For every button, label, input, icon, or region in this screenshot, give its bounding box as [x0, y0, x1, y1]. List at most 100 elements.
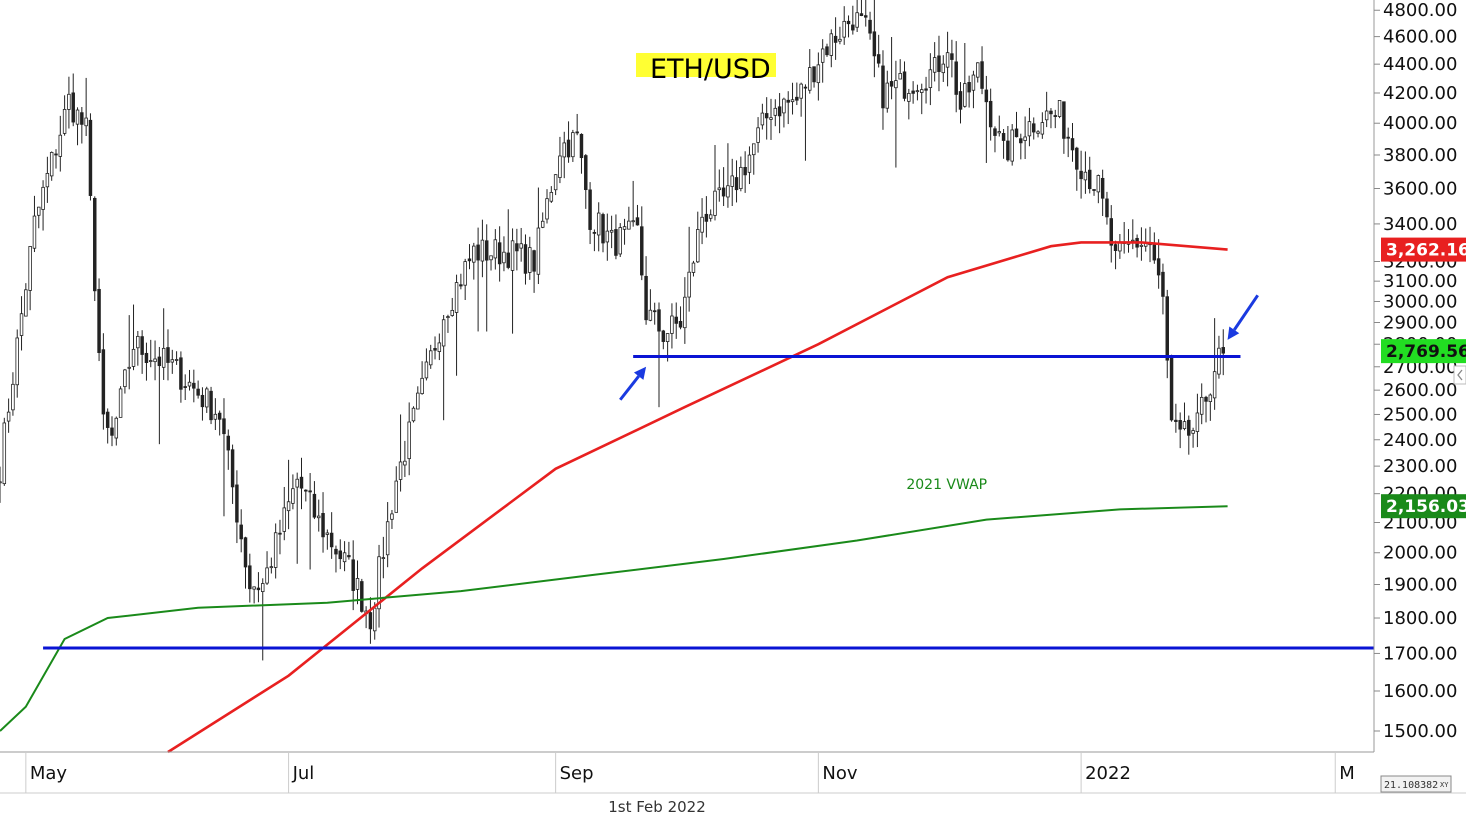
candle-body: [976, 62, 980, 78]
candle-body: [1062, 101, 1066, 139]
arrow-head: [1227, 326, 1240, 340]
crosshair-date-label: 1st Feb 2022: [608, 798, 706, 816]
candle-body: [954, 61, 958, 95]
candle-body: [1083, 171, 1088, 181]
candle-body: [261, 583, 265, 592]
arrow-shaft: [1233, 294, 1259, 331]
candle-body: [674, 316, 678, 324]
candle-body: [1027, 121, 1032, 137]
candle-body: [114, 417, 119, 439]
candle-body: [1195, 412, 1200, 432]
candle-body: [1139, 244, 1144, 247]
candle-body: [907, 93, 911, 102]
candle-body: [752, 143, 756, 156]
candle-body: [614, 229, 618, 256]
candle-body: [1191, 430, 1195, 434]
candle-body: [730, 175, 734, 187]
candle-body: [183, 386, 187, 388]
y-tick-label: 4000.00: [1383, 113, 1457, 134]
candle-body: [1066, 136, 1070, 139]
candle-body: [825, 46, 829, 56]
axis-scroll-handle[interactable]: [1453, 365, 1466, 385]
candle-body: [1212, 371, 1217, 399]
title-highlight: [636, 53, 776, 77]
y-axis[interactable]: 1500.00 1600.00 1700.00 1800.00 1900.00 2000.…: [1374, 0, 1457, 742]
candle-body: [652, 310, 657, 313]
candle-body: [932, 57, 937, 73]
x-axis[interactable]: May Jul Sep Nov 2022 M: [25, 752, 1355, 793]
candle-body: [532, 250, 536, 272]
candle-body: [1178, 420, 1182, 430]
candle-body: [523, 244, 528, 274]
vwap-line: [0, 505, 1228, 732]
candle-body: [657, 309, 661, 332]
last-price-badge-box: [1381, 339, 1466, 364]
candle-body: [127, 366, 131, 369]
candle-body: [187, 381, 192, 387]
candle-body: [355, 578, 360, 590]
scale-readout[interactable]: 21.108382 XY: [1380, 775, 1452, 793]
candle-body: [1006, 140, 1010, 161]
candle-body: [416, 392, 420, 410]
candle-body: [334, 548, 338, 555]
candle-body: [308, 490, 312, 493]
candle-body: [678, 320, 683, 328]
candle-body: [49, 152, 54, 177]
candle-body: [571, 132, 575, 158]
candle-body: [153, 358, 157, 363]
ma-price-badge-box: [1381, 237, 1466, 262]
candle-body: [717, 187, 722, 191]
candle-body: [519, 243, 523, 249]
candle-body: [1161, 271, 1165, 297]
candle-body: [377, 556, 381, 610]
candle-body: [631, 220, 635, 223]
y-tick-label: 2300.00: [1383, 456, 1457, 477]
scale-unit-label: XY: [1440, 781, 1449, 789]
candle-body: [321, 513, 325, 538]
candlestick-series: [0, 0, 1225, 661]
candle-body: [118, 388, 123, 418]
candle-body: [743, 166, 747, 176]
y-tick-label: 2400.00: [1383, 430, 1457, 451]
candle-body: [997, 131, 1002, 134]
candle-body: [1044, 110, 1049, 121]
y-tick-label: 4200.00: [1383, 83, 1457, 104]
candle-body: [295, 478, 299, 488]
candle-body: [734, 177, 739, 191]
candle-body: [0, 481, 2, 484]
candle-body: [75, 109, 80, 125]
candle-body: [898, 73, 902, 80]
candle-body: [885, 82, 890, 109]
candle-body: [196, 388, 200, 396]
y-tick-label: 2000.00: [1383, 543, 1457, 564]
candle-body: [1174, 419, 1178, 422]
candle-body: [704, 213, 709, 222]
candle-body: [820, 48, 825, 63]
candle-body: [144, 352, 149, 364]
candle-body: [1105, 198, 1109, 218]
candle-body: [123, 369, 127, 388]
candle-body: [958, 91, 963, 110]
candle-body: [812, 66, 816, 83]
candle-body: [1199, 396, 1204, 415]
candle-body: [1092, 189, 1096, 191]
candle-body: [502, 251, 506, 264]
candle-body: [782, 98, 786, 114]
candle-body: [596, 212, 601, 236]
y-tick-label: 2500.00: [1383, 404, 1457, 425]
x-tick-label: Nov: [822, 763, 857, 784]
last-price-badge: 2,769.56: [1381, 339, 1466, 364]
candle-body: [696, 229, 700, 263]
candle-body: [605, 230, 610, 243]
candle-body: [601, 214, 605, 244]
candle-body: [700, 216, 704, 233]
candle-body: [88, 119, 93, 196]
candle-body: [424, 361, 429, 379]
ma-price-badge-text: 3,262.16: [1386, 241, 1466, 261]
candle-body: [635, 217, 640, 226]
candle-body: [967, 82, 971, 93]
candle-body: [136, 335, 140, 349]
candle-body: [708, 214, 713, 219]
candle-body: [963, 83, 967, 107]
